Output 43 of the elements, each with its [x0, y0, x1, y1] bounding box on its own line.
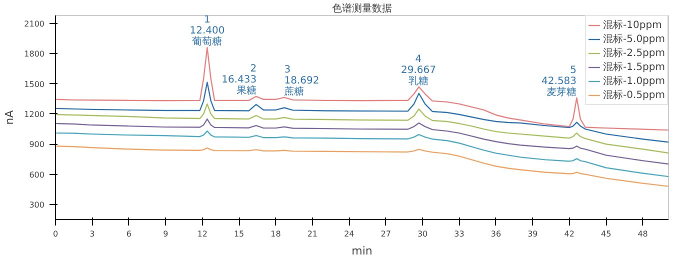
legend-label: 混标-1.5ppm [603, 60, 665, 74]
x-tick-label: 33 [454, 230, 464, 238]
x-tick-label: 24 [344, 230, 354, 238]
y-tick-label: 2100 [24, 20, 44, 29]
annotation: 5 42.583 麦芽糖 [542, 64, 577, 98]
x-tick-label: 3 [90, 230, 95, 238]
line-series [56, 47, 668, 131]
line-series [56, 118, 668, 165]
x-tick-label: 45 [601, 230, 612, 238]
x-axis-title: min [352, 244, 372, 258]
y-tick-label: 1500 [24, 80, 44, 89]
annotation: 3 18.692 蔗糖 [284, 64, 320, 98]
x-tick-label: 42 [564, 230, 574, 238]
annotation: 1 12.400 葡萄糖 [190, 14, 225, 48]
x-tick-label: 0 [52, 230, 58, 238]
annotation: 4 29.667 乳糖 [400, 54, 436, 87]
x-tick-label: 6 [126, 230, 132, 238]
chart-title: 色谱测量数据 [332, 2, 392, 14]
x-tick-label: 27 [380, 230, 391, 238]
x-tick-label: 12 [197, 230, 208, 238]
x-tick-label: 36 [490, 230, 502, 238]
legend-label: 混标-1.0ppm [603, 74, 665, 88]
y-tick-label: 600 [29, 170, 45, 180]
legend-label: 混标-5.0ppm [603, 32, 665, 46]
line-series [56, 103, 668, 154]
annotation: 2 16.433 果糖 [222, 63, 257, 96]
legend-label: 混标-10ppm [603, 18, 662, 32]
x-tick-label: 48 [638, 230, 648, 238]
x-tick-label: 39 [528, 230, 538, 238]
line-series [56, 130, 668, 178]
x-tick-label: 9 [163, 230, 168, 238]
y-tick-label: 300 [29, 200, 45, 210]
y-tick-label: 900 [29, 140, 45, 150]
x-tick-label: 21 [307, 230, 318, 238]
legend-label: 混标-2.5ppm [603, 46, 665, 60]
y-tick-label: 1800 [24, 50, 44, 59]
y-axis-title: nA [3, 110, 16, 125]
line-series [56, 146, 668, 187]
legend-label: 混标-0.5ppm [603, 88, 665, 102]
x-tick-label: 15 [234, 230, 244, 238]
x-tick-label: 18 [270, 230, 281, 238]
x-tick-label: 30 [417, 230, 428, 238]
y-tick-label: 1200 [24, 110, 44, 119]
